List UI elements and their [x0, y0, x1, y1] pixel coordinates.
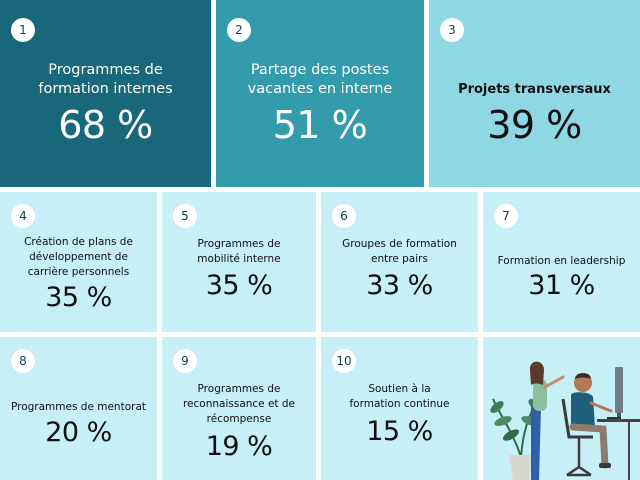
stat-tile-4: 4 Création de plans de développement de …: [0, 192, 157, 332]
rank-badge: 5: [173, 204, 197, 228]
stat-tile-7: 7 Formation en leadership 31 %: [483, 192, 640, 332]
stat-label: Création de plans de développement de ca…: [24, 236, 133, 278]
stat-label: Partage des postes vacantes en interne: [247, 62, 393, 97]
illustration-tile: [483, 337, 640, 480]
stat-value: 15 %: [366, 416, 433, 447]
stat-tile-5: 5 Programmes de mobilité interne 35 %: [162, 192, 316, 332]
stat-tile-9: 9 Programmes de reconnaissance et de réc…: [162, 337, 316, 480]
stat-tile-2: 2 Partage des postes vacantes en interne…: [216, 0, 424, 187]
rank-badge: 9: [173, 349, 197, 373]
stat-label: Programmes de formation internes: [38, 62, 173, 97]
stat-value: 35 %: [205, 270, 273, 301]
rank-badge: 4: [11, 204, 35, 228]
stat-value: 31 %: [528, 270, 595, 301]
stat-value: 51 %: [272, 103, 368, 147]
rank-badge: 3: [440, 18, 464, 42]
stat-label: Formation en leadership: [497, 255, 626, 267]
stat-value: 33 %: [366, 270, 433, 301]
rank-badge: 8: [11, 349, 35, 373]
stat-label: Soutien à la formation continue: [349, 383, 450, 410]
people-at-computer-illustration: [490, 361, 640, 480]
stat-value: 20 %: [45, 417, 112, 448]
rank-badge: 7: [494, 204, 518, 228]
stat-tile-3: 3 Projets transversaux 39 %: [429, 0, 640, 187]
stat-value: 68 %: [58, 103, 153, 147]
stat-label: Programmes de mobilité interne: [197, 238, 281, 265]
stat-tile-6: 6 Groupes de formation entre pairs 33 %: [321, 192, 478, 332]
stat-label: Programmes de mentorat: [10, 401, 146, 413]
rank-badge: 2: [227, 18, 251, 42]
stat-label: Groupes de formation entre pairs: [342, 238, 457, 265]
stat-value: 19 %: [205, 431, 273, 462]
stat-tile-1: 1 Programmes de formation internes 68 %: [0, 0, 211, 187]
rank-badge: 10: [332, 349, 356, 373]
stat-tile-10: 10 Soutien à la formation continue 15 %: [321, 337, 478, 480]
rank-badge: 6: [332, 204, 356, 228]
rank-badge: 1: [11, 18, 35, 42]
stat-label: Projets transversaux: [458, 82, 611, 97]
stat-tile-8: 8 Programmes de mentorat 20 %: [0, 337, 157, 480]
stat-value: 35 %: [45, 282, 112, 313]
stat-value: 39 %: [487, 103, 582, 147]
stat-label: Programmes de reconnaissance et de récom…: [182, 383, 296, 425]
